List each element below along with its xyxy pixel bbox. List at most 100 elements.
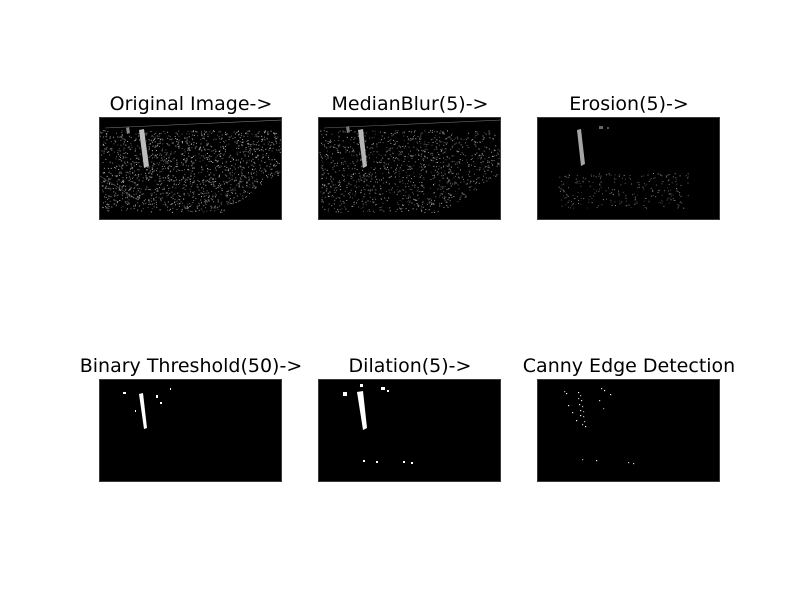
- texture-pixel: [210, 182, 212, 184]
- texture-pixel: [417, 136, 419, 138]
- texture-pixel: [126, 208, 128, 210]
- texture-pixel: [444, 199, 446, 201]
- texture-pixel: [442, 152, 444, 154]
- texture-pixel: [571, 205, 572, 207]
- texture-pixel: [117, 153, 119, 155]
- texture-pixel: [139, 147, 141, 149]
- texture-pixel: [350, 184, 352, 186]
- texture-pixel: [222, 162, 223, 164]
- texture-pixel: [343, 163, 345, 165]
- threshold-blob: [139, 393, 147, 429]
- texture-pixel: [220, 157, 222, 159]
- texture-pixel: [128, 194, 130, 196]
- texture-pixel: [262, 154, 264, 156]
- texture-pixel: [467, 162, 468, 163]
- texture-pixel: [212, 199, 214, 201]
- texture-pixel: [174, 198, 176, 200]
- texture-pixel: [156, 145, 158, 147]
- texture-pixel: [217, 160, 219, 162]
- texture-pixel: [401, 164, 403, 166]
- texture-pixel: [565, 204, 567, 206]
- texture-pixel: [164, 201, 166, 203]
- texture-pixel: [178, 147, 180, 149]
- texture-pixel: [117, 149, 119, 151]
- texture-pixel: [412, 155, 413, 157]
- texture-pixel: [129, 135, 130, 137]
- texture-pixel: [117, 152, 119, 154]
- texture-pixel: [218, 154, 220, 156]
- texture-pixel: [278, 150, 280, 152]
- texture-pixel: [199, 148, 201, 150]
- texture-pixel: [334, 207, 335, 209]
- texture-pixel: [599, 184, 601, 186]
- texture-pixel: [390, 139, 392, 140]
- texture-pixel: [338, 185, 340, 186]
- texture-pixel: [667, 197, 669, 199]
- texture-pixel: [335, 211, 337, 213]
- texture-pixel: [421, 169, 422, 171]
- texture-pixel: [261, 139, 263, 140]
- texture-pixel: [475, 141, 477, 143]
- texture-pixel: [242, 142, 244, 143]
- texture-pixel: [337, 150, 339, 152]
- texture-pixel: [404, 183, 406, 185]
- texture-pixel: [432, 152, 434, 154]
- texture-pixel: [409, 200, 411, 202]
- texture-pixel: [121, 135, 123, 137]
- texture-pixel: [256, 181, 258, 183]
- texture-pixel: [137, 162, 139, 164]
- texture-pixel: [130, 158, 132, 160]
- texture-pixel: [179, 195, 181, 197]
- texture-pixel: [360, 207, 362, 209]
- texture-pixel: [239, 181, 241, 183]
- texture-pixel: [175, 166, 177, 168]
- texture-pixel: [139, 191, 141, 193]
- texture-pixel: [210, 160, 212, 162]
- texture-pixel: [167, 131, 169, 133]
- texture-pixel: [105, 207, 107, 209]
- texture-pixel: [179, 182, 181, 184]
- bright-spot: [126, 127, 130, 134]
- texture-pixel: [183, 184, 185, 186]
- texture-pixel: [568, 206, 569, 208]
- texture-pixel: [176, 164, 178, 166]
- texture-pixel: [240, 161, 241, 163]
- texture-pixel: [648, 201, 650, 203]
- texture-pixel: [395, 157, 397, 159]
- texture-pixel: [657, 192, 659, 194]
- texture-pixel: [381, 198, 382, 200]
- texture-pixel: [280, 139, 281, 141]
- texture-pixel: [430, 153, 431, 155]
- texture-pixel: [119, 171, 121, 173]
- texture-pixel: [276, 171, 278, 173]
- texture-pixel: [124, 163, 126, 165]
- texture-pixel: [126, 197, 128, 199]
- texture-pixel: [142, 177, 144, 179]
- texture-pixel: [202, 205, 204, 207]
- texture-pixel: [151, 168, 153, 170]
- texture-pixel: [408, 204, 410, 206]
- texture-pixel: [380, 189, 382, 191]
- texture-pixel: [133, 205, 135, 207]
- texture-pixel: [332, 195, 334, 196]
- texture-pixel: [436, 131, 438, 133]
- texture-pixel: [372, 143, 374, 145]
- panel-title-dilation: Dilation(5)->: [348, 355, 472, 377]
- texture-pixel: [104, 186, 106, 188]
- texture-pixel: [177, 144, 179, 145]
- texture-pixel: [271, 159, 273, 161]
- texture-pixel: [219, 174, 221, 176]
- texture-pixel: [115, 167, 117, 169]
- texture-pixel: [486, 165, 488, 167]
- texture-pixel: [499, 139, 500, 141]
- texture-pixel: [148, 139, 150, 141]
- texture-pixel: [353, 201, 355, 203]
- texture-pixel: [388, 158, 390, 160]
- texture-pixel: [372, 130, 374, 132]
- texture-pixel: [157, 189, 159, 191]
- texture-pixel: [326, 190, 327, 192]
- texture-pixel: [275, 149, 277, 151]
- dilation-speck: [381, 387, 385, 390]
- texture-pixel: [106, 207, 108, 209]
- texture-pixel: [125, 202, 127, 204]
